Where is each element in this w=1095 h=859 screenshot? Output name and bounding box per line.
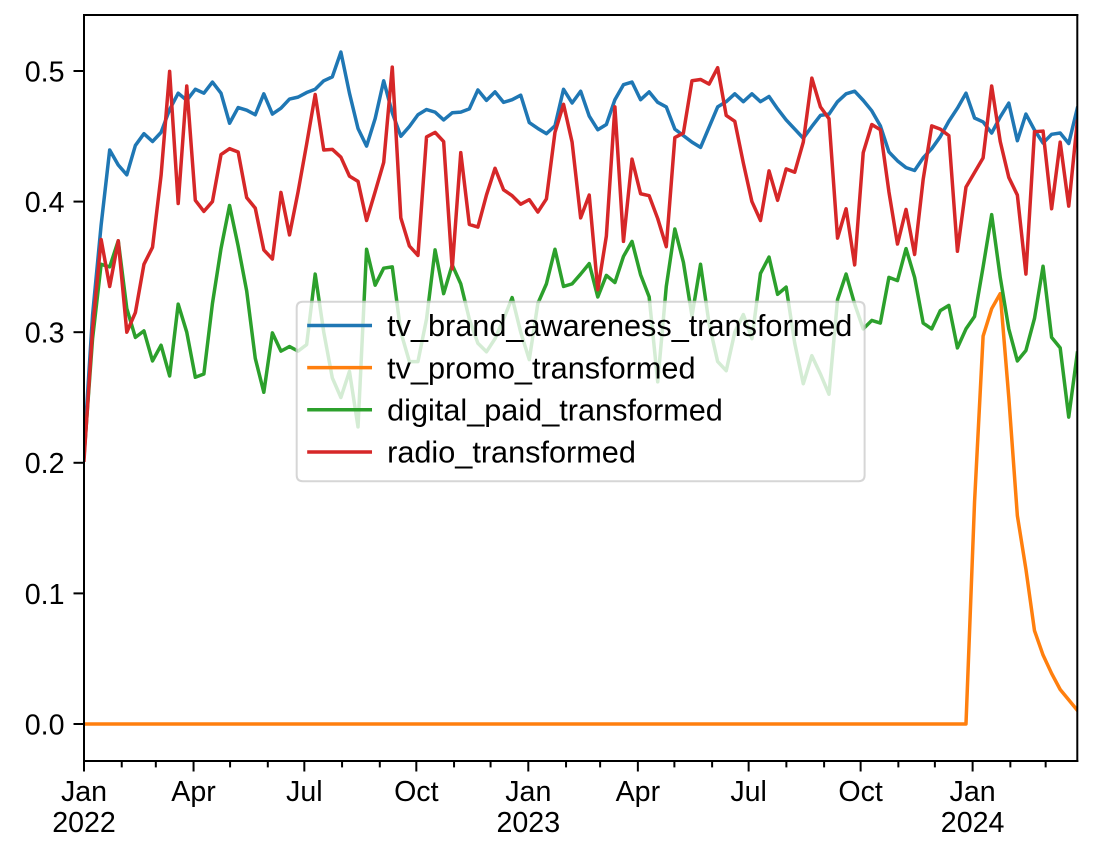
svg-text:tv_promo_transformed: tv_promo_transformed [387, 351, 695, 385]
svg-text:Apr: Apr [616, 776, 661, 808]
svg-text:Apr: Apr [171, 776, 216, 808]
svg-text:Jan: Jan [950, 776, 996, 808]
svg-text:tv_brand_awareness_transformed: tv_brand_awareness_transformed [387, 309, 852, 343]
svg-text:digital_paid_transformed: digital_paid_transformed [387, 394, 723, 428]
svg-text:Oct: Oct [394, 776, 439, 808]
svg-text:0.0: 0.0 [25, 709, 65, 741]
svg-text:0.4: 0.4 [25, 187, 65, 219]
svg-text:0.2: 0.2 [25, 448, 65, 480]
svg-text:radio_transformed: radio_transformed [387, 436, 636, 470]
svg-text:2022: 2022 [52, 807, 116, 839]
svg-text:Jan: Jan [505, 776, 551, 808]
svg-text:Jul: Jul [286, 776, 323, 808]
svg-text:2023: 2023 [496, 807, 560, 839]
svg-text:0.3: 0.3 [25, 318, 65, 350]
svg-text:Jan: Jan [61, 776, 107, 808]
svg-text:Jul: Jul [730, 776, 767, 808]
svg-text:Oct: Oct [838, 776, 883, 808]
svg-text:0.1: 0.1 [25, 579, 65, 611]
svg-text:0.5: 0.5 [25, 56, 65, 88]
svg-text:2024: 2024 [941, 807, 1005, 839]
